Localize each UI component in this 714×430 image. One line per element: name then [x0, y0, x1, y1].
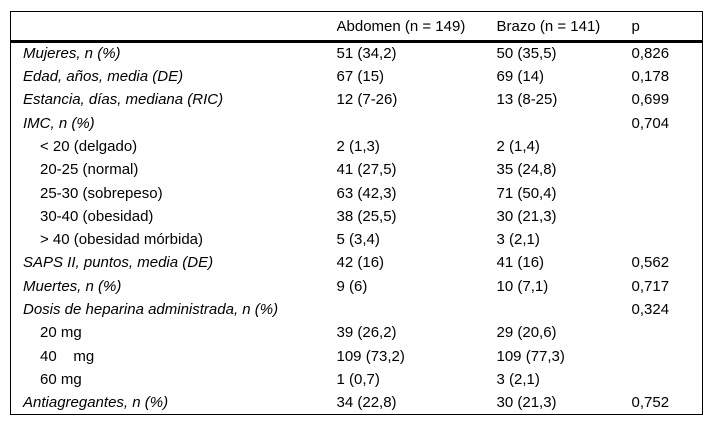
header-abdomen: Abdomen (n = 149) — [336, 11, 497, 43]
abdomen-value: 42 (16) — [336, 254, 385, 272]
p-value: 0,324 — [631, 301, 670, 319]
row-label: 20-25 (normal) — [40, 161, 139, 179]
table-row: < 20 (delgado) 2 (1,3) 2 (1,4) — [11, 135, 703, 158]
p-value: 0,826 — [631, 45, 670, 63]
brazo-value: 2 (1,4) — [496, 137, 540, 155]
brazo-value: 50 (35,5) — [496, 45, 557, 63]
header-p: p — [631, 11, 703, 43]
row-label: Edad, años, media (DE) — [23, 67, 184, 85]
brazo-value: 10 (7,1) — [496, 277, 549, 295]
brazo-value: 3 (2,1) — [496, 231, 540, 249]
abdomen-value: 63 (42,3) — [336, 184, 397, 202]
brazo-value: 30 (21,3) — [496, 394, 557, 412]
p-value: 0,699 — [631, 91, 670, 109]
table-row: Dosis de heparina administrada, n (%) 0,… — [11, 298, 703, 321]
table-row: Estancia, días, mediana (RIC) 12 (7-26) … — [11, 88, 703, 111]
table-row: IMC, n (%) 0,704 — [11, 111, 703, 134]
brazo-value: 3 (2,1) — [496, 371, 540, 389]
p-value: 0,704 — [631, 114, 670, 132]
brazo-value: 29 (20,6) — [496, 324, 557, 342]
row-label: 20 mg — [40, 324, 82, 342]
table-row: Edad, años, media (DE) 67 (15) 69 (14) 0… — [11, 65, 703, 88]
abdomen-value: 39 (26,2) — [336, 324, 397, 342]
table-row: 20-25 (normal) 41 (27,5) 35 (24,8) — [11, 158, 703, 181]
brazo-value: 71 (50,4) — [496, 184, 557, 202]
row-label: 40 mg — [40, 347, 95, 365]
table-row: 20 mg 39 (26,2) 29 (20,6) — [11, 321, 703, 344]
row-label: 60 mg — [40, 371, 82, 389]
p-value — [632, 158, 703, 181]
brazo-value — [497, 298, 632, 321]
abdomen-value: 34 (22,8) — [336, 394, 397, 412]
abdomen-value — [337, 111, 497, 134]
row-label: IMC, n (%) — [23, 114, 95, 132]
header-brazo: Brazo (n = 141) — [496, 11, 632, 43]
abdomen-value: 51 (34,2) — [336, 45, 397, 63]
brazo-value: 69 (14) — [496, 67, 545, 85]
table-row: SAPS II, puntos, media (DE) 42 (16) 41 (… — [11, 251, 703, 274]
row-label: > 40 (obesidad mórbida) — [40, 231, 204, 249]
p-value — [632, 135, 703, 158]
row-label: 30-40 (obesidad) — [40, 207, 154, 225]
abdomen-value: 2 (1,3) — [336, 137, 380, 155]
p-value: 0,178 — [631, 67, 670, 85]
p-value — [632, 368, 703, 391]
table-row: 25-30 (sobrepeso) 63 (42,3) 71 (50,4) — [11, 181, 703, 204]
abdomen-value: 109 (73,2) — [336, 347, 405, 365]
table-row: 30-40 (obesidad) 38 (25,5) 30 (21,3) — [11, 205, 703, 228]
abdomen-value: 41 (27,5) — [336, 161, 397, 179]
abdomen-value: 1 (0,7) — [336, 371, 380, 389]
brazo-value: 13 (8-25) — [496, 91, 558, 109]
row-label: Estancia, días, mediana (RIC) — [23, 91, 224, 109]
table-row: 40 mg 109 (73,2) 109 (77,3) — [11, 345, 703, 368]
table-row: 60 mg 1 (0,7) 3 (2,1) — [11, 368, 703, 391]
row-label: Antiagregantes, n (%) — [23, 394, 169, 412]
comparison-table: Abdomen (n = 149) Brazo (n = 141) p Muje… — [10, 11, 703, 415]
table-row: Muertes, n (%) 9 (6) 10 (7,1) 0,717 — [11, 275, 703, 298]
p-value: 0,752 — [631, 394, 670, 412]
p-value — [632, 321, 703, 344]
row-label: Dosis de heparina administrada, n (%) — [23, 301, 279, 319]
brazo-value: 109 (77,3) — [496, 347, 565, 365]
row-label: Muertes, n (%) — [23, 277, 122, 295]
p-value: 0,562 — [631, 254, 670, 272]
abdomen-value: 12 (7-26) — [336, 91, 398, 109]
brazo-value — [497, 111, 632, 134]
abdomen-value: 5 (3,4) — [336, 231, 380, 249]
p-value — [632, 181, 703, 204]
abdomen-value: 67 (15) — [336, 67, 385, 85]
abdomen-value — [337, 298, 497, 321]
row-label: < 20 (delgado) — [40, 137, 138, 155]
row-label: Mujeres, n (%) — [23, 45, 121, 63]
header-label-empty — [10, 11, 337, 43]
p-value — [632, 228, 703, 251]
p-value: 0,717 — [631, 277, 670, 295]
abdomen-value: 38 (25,5) — [336, 207, 397, 225]
abdomen-value: 9 (6) — [336, 277, 368, 295]
brazo-value: 41 (16) — [496, 254, 545, 272]
header-row: Abdomen (n = 149) Brazo (n = 141) p — [10, 11, 703, 43]
brazo-value: 30 (21,3) — [496, 207, 557, 225]
row-label: SAPS II, puntos, media (DE) — [23, 254, 214, 272]
brazo-value: 35 (24,8) — [496, 161, 557, 179]
p-value — [632, 205, 703, 228]
table-row: > 40 (obesidad mórbida) 5 (3,4) 3 (2,1) — [11, 228, 703, 251]
table-row: Mujeres, n (%) 51 (34,2) 50 (35,5) 0,826 — [11, 42, 703, 65]
table-row: Antiagregantes, n (%) 34 (22,8) 30 (21,3… — [11, 391, 703, 414]
p-value — [632, 345, 703, 368]
row-label: 25-30 (sobrepeso) — [40, 184, 163, 202]
